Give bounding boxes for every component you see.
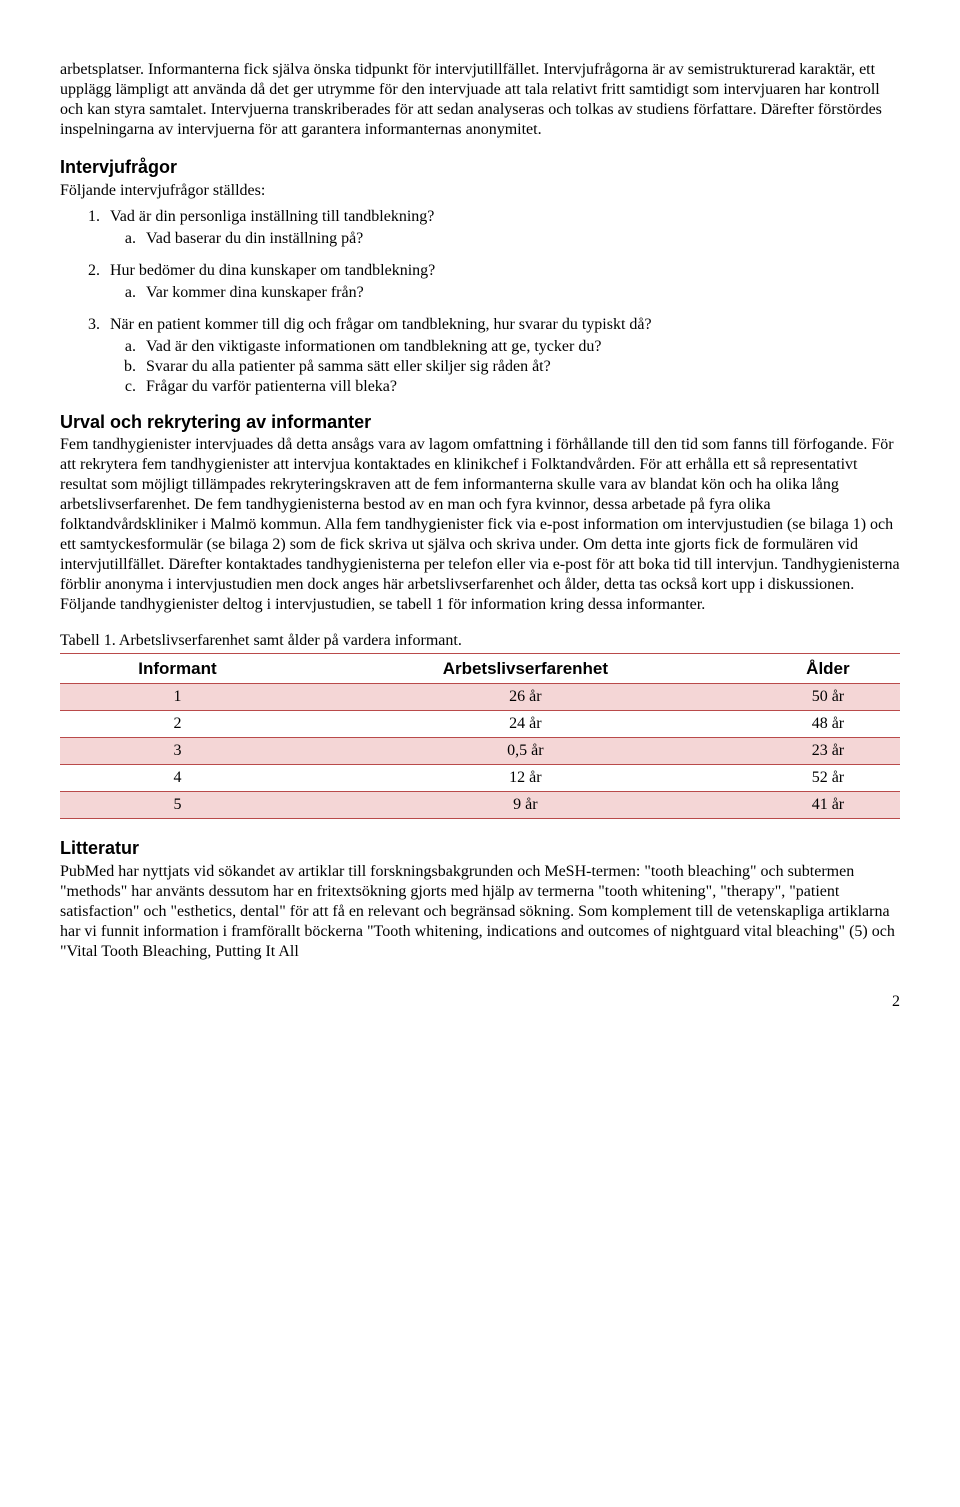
question-item: När en patient kommer till dig och fråga… — [104, 315, 900, 397]
table-cell: 2 — [60, 711, 295, 738]
table-cell: 5 — [60, 792, 295, 819]
questions-subline: Följande intervjufrågor ställdes: — [60, 181, 900, 201]
table-cell: 9 år — [295, 792, 756, 819]
table-cell: 50 år — [756, 684, 900, 711]
questions-list: Vad är din personliga inställning till t… — [60, 207, 900, 397]
literature-heading: Litteratur — [60, 837, 900, 860]
table-cell: 12 år — [295, 765, 756, 792]
table-cell: 23 år — [756, 738, 900, 765]
table-cell: 4 — [60, 765, 295, 792]
question-sublist: Vad baserar du din inställning på? — [110, 229, 900, 249]
table-row: 3 0,5 år 23 år — [60, 738, 900, 765]
recruitment-heading: Urval och rekrytering av informanter — [60, 411, 900, 434]
question-text: När en patient kommer till dig och fråga… — [110, 316, 652, 333]
table-cell: 3 — [60, 738, 295, 765]
question-subitem: Vad är den viktigaste informationen om t… — [140, 337, 900, 357]
intro-paragraph: arbetsplatser. Informanterna fick själva… — [60, 60, 900, 140]
question-text: Vad är din personliga inställning till t… — [110, 208, 434, 225]
table-cell: 41 år — [756, 792, 900, 819]
informant-table: Informant Arbetslivserfarenhet Ålder 1 2… — [60, 653, 900, 819]
table-caption: Tabell 1. Arbetslivserfarenhet samt ålde… — [60, 631, 900, 651]
question-text: Hur bedömer du dina kunskaper om tandble… — [110, 262, 435, 279]
table-cell: 48 år — [756, 711, 900, 738]
table-header: Informant — [60, 654, 295, 684]
table-cell: 0,5 år — [295, 738, 756, 765]
table-row: 1 26 år 50 år — [60, 684, 900, 711]
question-item: Vad är din personliga inställning till t… — [104, 207, 900, 249]
questions-heading: Intervjufrågor — [60, 156, 900, 179]
question-sublist: Vad är den viktigaste informationen om t… — [110, 337, 900, 397]
table-cell: 52 år — [756, 765, 900, 792]
page-number: 2 — [60, 962, 900, 1012]
question-sublist: Var kommer dina kunskaper från? — [110, 283, 900, 303]
table-header: Arbetslivserfarenhet — [295, 654, 756, 684]
literature-paragraph: PubMed har nyttjats vid sökandet av arti… — [60, 862, 900, 962]
recruitment-paragraph: Fem tandhygienister intervjuades då dett… — [60, 435, 900, 615]
question-subitem: Var kommer dina kunskaper från? — [140, 283, 900, 303]
table-cell: 26 år — [295, 684, 756, 711]
question-subitem: Frågar du varför patienterna vill bleka? — [140, 377, 900, 397]
table-row: 5 9 år 41 år — [60, 792, 900, 819]
table-row: 4 12 år 52 år — [60, 765, 900, 792]
table-header: Ålder — [756, 654, 900, 684]
table-cell: 1 — [60, 684, 295, 711]
question-subitem: Vad baserar du din inställning på? — [140, 229, 900, 249]
question-item: Hur bedömer du dina kunskaper om tandble… — [104, 261, 900, 303]
table-cell: 24 år — [295, 711, 756, 738]
table-row: 2 24 år 48 år — [60, 711, 900, 738]
table-header-row: Informant Arbetslivserfarenhet Ålder — [60, 654, 900, 684]
question-subitem: Svarar du alla patienter på samma sätt e… — [140, 357, 900, 377]
